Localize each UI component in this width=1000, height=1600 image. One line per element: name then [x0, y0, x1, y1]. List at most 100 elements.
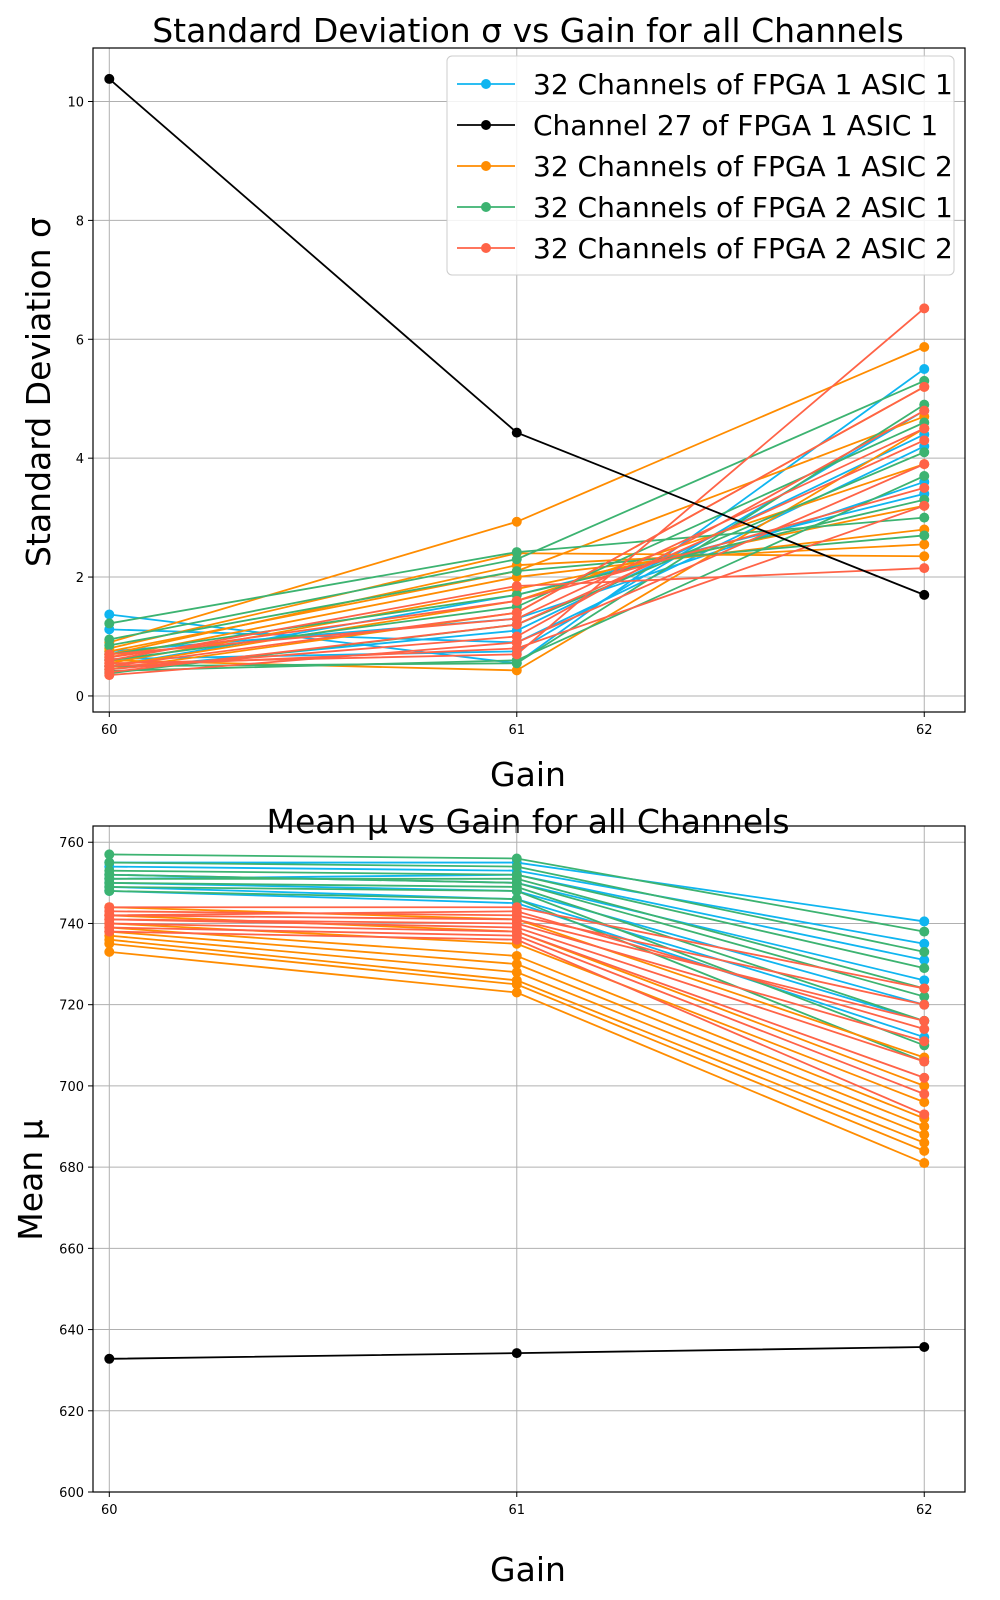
y-tick-label: 6 [76, 333, 84, 348]
data-point [104, 1353, 115, 1364]
data-point [511, 643, 522, 654]
x-tick-label: 61 [509, 1503, 526, 1518]
data-point [919, 364, 930, 375]
legend-label: 32 Channels of FPGA 2 ASIC 2 [533, 232, 953, 265]
y-tick-label: 8 [76, 214, 84, 229]
data-point [104, 885, 115, 896]
data-point [919, 482, 930, 493]
data-point [919, 1137, 930, 1148]
data-point [104, 609, 115, 620]
data-point [511, 967, 522, 978]
data-point [919, 381, 930, 392]
data-point [511, 906, 522, 917]
legend-label: 32 Channels of FPGA 2 ASIC 1 [533, 191, 953, 224]
data-point [919, 1015, 930, 1026]
legend-label: 32 Channels of FPGA 1 ASIC 2 [533, 150, 953, 183]
data-point [919, 435, 930, 446]
data-point [919, 551, 930, 562]
data-point [919, 1072, 930, 1083]
legend-swatch-marker [481, 79, 491, 89]
data-point [511, 934, 522, 945]
y-tick-label: 10 [67, 96, 84, 111]
data-point [511, 580, 522, 591]
data-point [919, 459, 930, 470]
series-line [104, 530, 930, 651]
legend-label: 32 Channels of FPGA 1 ASIC 1 [533, 68, 953, 101]
data-point [511, 979, 522, 990]
x-axis-label: Gain [490, 755, 566, 794]
data-point [919, 589, 930, 600]
x-tick-label: 62 [916, 1503, 933, 1518]
data-point [104, 910, 115, 921]
data-point [919, 471, 930, 482]
series-line [104, 926, 930, 1120]
legend-swatch-marker [481, 120, 491, 130]
y-tick-label: 640 [59, 1324, 84, 1339]
data-point [919, 1080, 930, 1091]
data-point [104, 926, 115, 937]
series-line [104, 938, 930, 1156]
data-point [919, 946, 930, 957]
y-tick-label: 620 [59, 1405, 84, 1420]
y-axis-label: Mean μ [11, 1119, 50, 1240]
y-tick-label: 740 [59, 917, 84, 932]
legend-swatch-marker [481, 202, 491, 212]
data-point [104, 649, 115, 660]
y-tick-label: 720 [59, 999, 84, 1014]
data-point [919, 1097, 930, 1108]
data-point [919, 563, 930, 574]
y-tick-label: 4 [76, 452, 84, 467]
tick-labels: 60 61 62 0 2 4 6 8 10 [67, 96, 932, 738]
x-axis-label: Gain [490, 1550, 566, 1589]
data-point [104, 640, 115, 651]
y-tick-label: 680 [59, 1161, 84, 1176]
data-point [511, 853, 522, 864]
data-point [511, 554, 522, 565]
series-line [104, 459, 930, 681]
y-tick-label: 700 [59, 1080, 84, 1095]
data-point [104, 661, 115, 672]
data-point [511, 665, 522, 676]
data-point [511, 861, 522, 872]
data-point [919, 1089, 930, 1100]
y-tick-label: 0 [76, 690, 84, 705]
std-deviation-chart: Standard Deviation σ vs Gain for all Cha… [19, 11, 966, 794]
data-point [919, 975, 930, 986]
data-point [511, 894, 522, 905]
data-point [104, 857, 115, 868]
legend-entry: 32 Channels of FPGA 1 ASIC 1 [457, 68, 953, 101]
data-point [919, 999, 930, 1010]
data-point [919, 530, 930, 541]
series-line [104, 946, 930, 1169]
data-point [511, 950, 522, 961]
data-point [104, 938, 115, 949]
data-point [919, 500, 930, 511]
data-point [919, 991, 930, 1002]
legend-entry: 32 Channels of FPGA 2 ASIC 1 [457, 191, 953, 224]
data-point [919, 405, 930, 416]
legend-entry: Channel 27 of FPGA 1 ASIC 1 [457, 109, 938, 142]
y-tick-label: 600 [59, 1486, 84, 1501]
data-point [919, 1024, 930, 1035]
data-point [919, 1036, 930, 1047]
series-line [104, 1342, 930, 1364]
legend-label: Channel 27 of FPGA 1 ASIC 1 [533, 109, 938, 142]
legend: 32 Channels of FPGA 1 ASIC 1 Channel 27 o… [446, 55, 955, 276]
x-tick-label: 60 [101, 1503, 118, 1518]
legend-entry: 32 Channels of FPGA 1 ASIC 2 [457, 150, 953, 183]
x-tick-label: 62 [916, 723, 933, 738]
data-point [511, 595, 522, 606]
data-point [104, 670, 115, 681]
mean-chart: Mean μ vs Gain for all Channels 60 61 6260… [11, 802, 966, 1589]
data-point [919, 1145, 930, 1156]
series-line [104, 73, 930, 600]
data-point [919, 916, 930, 927]
data-point [511, 885, 522, 896]
x-tick-label: 60 [101, 723, 118, 738]
data-point [919, 1056, 930, 1067]
data-point [919, 539, 930, 550]
legend-box [446, 55, 955, 276]
legend-swatch-marker [481, 243, 491, 253]
data-point [511, 613, 522, 624]
